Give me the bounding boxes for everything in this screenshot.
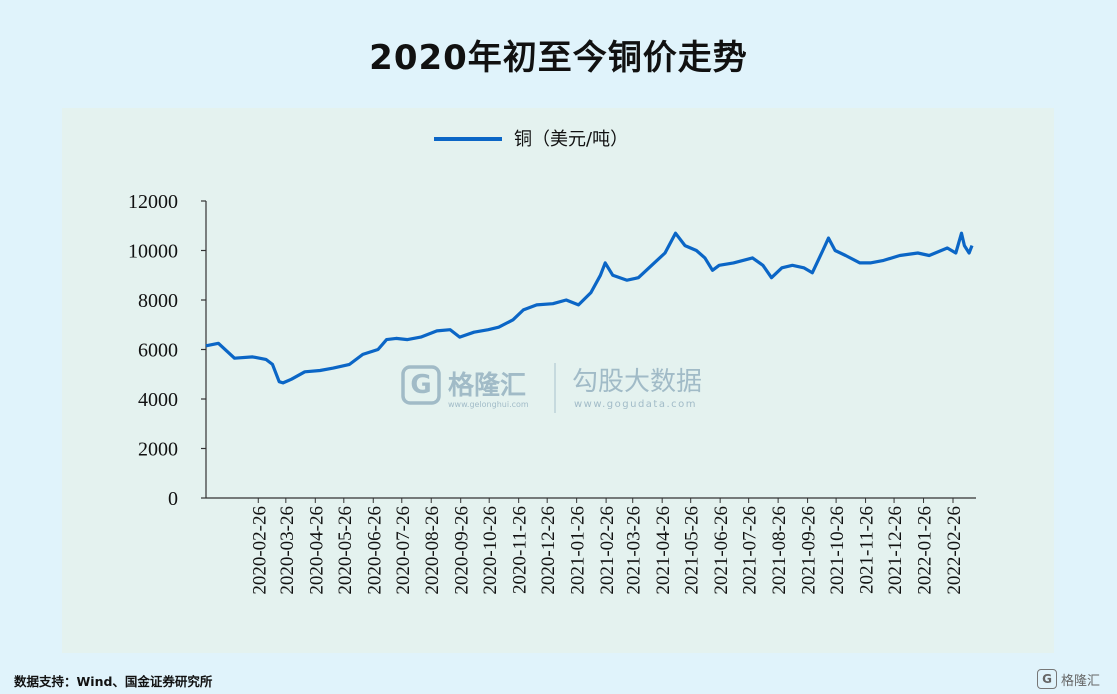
watermark-partner: 勾股大数据 bbox=[572, 367, 702, 397]
legend: 铜（美元/吨） bbox=[434, 129, 628, 150]
page-title: 2020年初至今铜价走势 bbox=[369, 38, 748, 78]
watermark-logo-icon bbox=[401, 365, 441, 405]
x-tick-label: 2021-12-26 bbox=[885, 506, 906, 595]
corner-logo-text: 格隆汇 bbox=[1061, 673, 1101, 689]
x-tick-label: 2021-04-26 bbox=[653, 506, 674, 595]
y-tick-label: 8000 bbox=[138, 290, 178, 312]
x-tick-label: 2020-03-26 bbox=[277, 506, 298, 595]
x-ticks: 2020-02-26 2020-03-26 2020-04-26 2020-05-26… bbox=[249, 498, 965, 595]
x-tick-label: 2020-10-26 bbox=[480, 506, 501, 595]
x-tick-label: 2020-09-26 bbox=[452, 506, 473, 595]
x-tick-label: 2021-06-26 bbox=[711, 506, 732, 595]
x-tick-label: 2021-10-26 bbox=[827, 506, 848, 595]
x-tick-label: 2020-06-26 bbox=[364, 506, 385, 595]
watermark-partner-url: www.gogudata.com bbox=[574, 399, 697, 410]
y-ticks: 0 2000 4000 6000 8000 10000 12000 bbox=[128, 191, 206, 510]
chart-panel: G 格隆汇 www.gelonghui.com 勾股大数据 www.goguda… bbox=[62, 108, 1054, 653]
x-tick-label: 2020-02-26 bbox=[249, 506, 270, 595]
x-tick-label: 2021-03-26 bbox=[624, 506, 645, 595]
x-tick-label: 2020-07-26 bbox=[393, 506, 414, 595]
corner-logo: G 格隆汇 bbox=[1037, 668, 1111, 690]
series-line-copper bbox=[205, 231, 974, 385]
x-tick-label: 2021-01-26 bbox=[568, 506, 589, 595]
x-tick-label: 2021-07-26 bbox=[740, 506, 761, 595]
source-note: 数据支持：Wind、国金证券研究所 bbox=[14, 674, 213, 689]
line-chart: G 格隆汇 www.gelonghui.com 勾股大数据 www.goguda… bbox=[128, 129, 976, 595]
watermark: G 格隆汇 www.gelonghui.com 勾股大数据 www.goguda… bbox=[401, 363, 702, 413]
x-tick-label: 2020-05-26 bbox=[335, 506, 356, 595]
x-tick-label: 2021-11-26 bbox=[857, 506, 878, 594]
x-tick-label: 2022-02-26 bbox=[944, 506, 965, 595]
watermark-brand: 格隆汇 bbox=[448, 370, 526, 401]
x-tick-label: 2021-05-26 bbox=[682, 506, 703, 595]
y-tick-label: 4000 bbox=[138, 389, 178, 411]
y-tick-label: 12000 bbox=[128, 191, 178, 213]
watermark-logo-glyph: G bbox=[410, 370, 431, 400]
y-tick-label: 0 bbox=[168, 488, 178, 510]
x-tick-label: 2020-12-26 bbox=[538, 506, 559, 595]
y-tick-label: 2000 bbox=[138, 439, 178, 461]
x-tick-label: 2022-01-26 bbox=[915, 506, 936, 595]
x-tick-label: 2020-11-26 bbox=[510, 506, 531, 594]
corner-logo-icon: G bbox=[1037, 669, 1057, 689]
x-tick-label: 2020-08-26 bbox=[422, 506, 443, 595]
x-tick-label: 2021-02-26 bbox=[597, 506, 618, 595]
x-tick-label: 2021-08-26 bbox=[769, 506, 790, 595]
x-tick-label: 2020-04-26 bbox=[306, 506, 327, 595]
x-tick-label: 2021-09-26 bbox=[799, 506, 820, 595]
y-tick-label: 6000 bbox=[138, 340, 178, 362]
watermark-brand-url: www.gelonghui.com bbox=[448, 400, 529, 409]
legend-label: 铜（美元/吨） bbox=[514, 129, 628, 150]
y-tick-label: 10000 bbox=[128, 241, 178, 263]
